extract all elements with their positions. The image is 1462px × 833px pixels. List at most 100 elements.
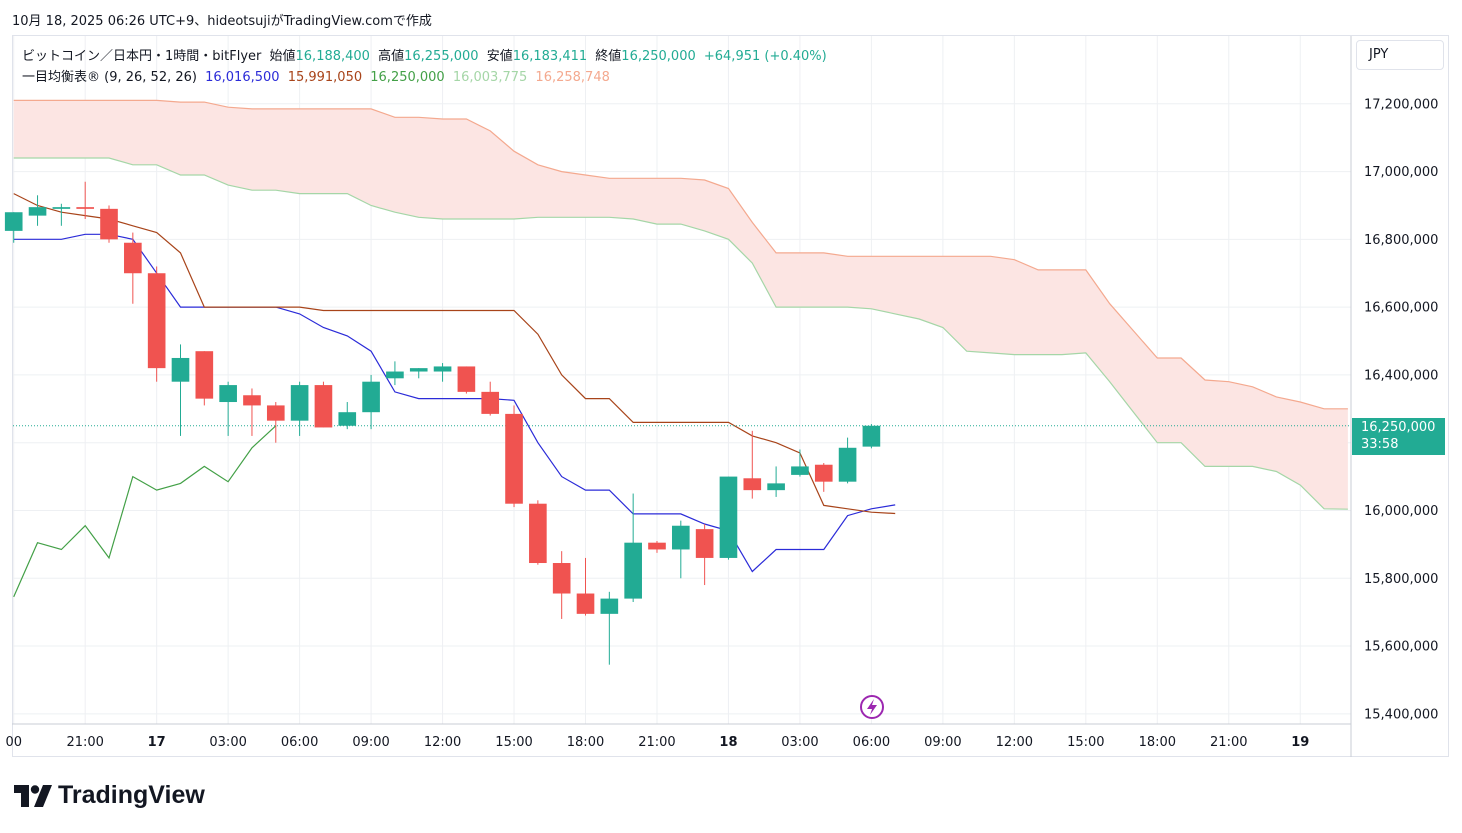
chart-caption: 10月 18, 2025 06:26 UTC+9、hideotsujiがTrad…	[12, 14, 432, 29]
series-line-chikou	[13, 425, 277, 598]
series-line-span_a	[13, 157, 1348, 510]
x-tick-label: 21:00	[1210, 735, 1247, 750]
indicator-title[interactable]: 一目均衡表® (9, 26, 52, 26)	[22, 70, 197, 85]
candle-body	[481, 391, 500, 414]
ohlc-legend: ビットコイン／日本円・1時間・bitFlyer 始値16,188,400 高値1…	[22, 45, 831, 64]
change-value: +64,951 (+0.40%)	[703, 49, 827, 64]
last-price-tag: 16,250,000 33:58	[1352, 418, 1445, 455]
x-tick-label: 18:00	[567, 735, 604, 750]
series-line-kijun	[13, 193, 896, 515]
candle-body	[457, 366, 476, 392]
candle-body	[505, 413, 523, 504]
close-label: 終値	[595, 49, 622, 64]
candle-body	[433, 366, 452, 372]
candle-body	[576, 593, 595, 614]
candle	[814, 463, 833, 492]
candle	[266, 402, 285, 443]
brand-name: TradingView	[58, 781, 205, 809]
candle-body	[4, 212, 23, 231]
candle-body	[338, 412, 357, 426]
candle-body	[243, 395, 261, 406]
candle	[481, 381, 500, 416]
candle	[76, 181, 95, 220]
currency-button[interactable]: JPY	[1356, 40, 1444, 70]
candles	[4, 181, 881, 665]
candle	[147, 266, 166, 382]
candle	[124, 232, 142, 304]
candle-body	[100, 208, 118, 240]
candle	[219, 381, 237, 436]
candle	[648, 540, 666, 553]
symbol-title[interactable]: ビットコイン／日本円・1時間・bitFlyer	[22, 49, 262, 64]
y-tick-label: 16,600,000	[1364, 301, 1438, 316]
candle-body	[814, 464, 833, 482]
candle	[743, 430, 762, 499]
x-tick-label: 03:00	[781, 735, 818, 750]
senkou-b-value: 16,258,748	[535, 70, 610, 85]
candle	[195, 351, 214, 406]
y-tick-label: 17,200,000	[1364, 97, 1438, 112]
bar-countdown: 33:58	[1361, 437, 1399, 452]
candle-body	[386, 371, 404, 379]
candle	[171, 344, 190, 436]
candle	[838, 437, 857, 484]
tradingview-logo[interactable]: TradingView	[14, 781, 205, 810]
candle-body	[529, 503, 547, 564]
series-line-tenkan	[13, 233, 896, 573]
candle	[552, 551, 571, 619]
candle-body	[624, 542, 642, 599]
candle	[719, 476, 738, 560]
candle	[52, 203, 71, 226]
y-tick-label: 15,600,000	[1364, 640, 1438, 655]
candle-body	[743, 478, 762, 491]
candle-body	[695, 529, 714, 558]
candle-body	[314, 385, 333, 428]
event-marker[interactable]	[860, 695, 884, 719]
x-tick-label: 06:00	[281, 735, 318, 750]
x-tick-label: 06:00	[853, 735, 890, 750]
x-tick-label: 03:00	[209, 735, 246, 750]
candle-body	[147, 273, 166, 369]
last-price-value: 16,250,000	[1361, 420, 1436, 435]
x-tick-label: 18	[719, 735, 737, 750]
chart-frame	[12, 35, 1449, 757]
x-tick-label: 21:00	[66, 735, 103, 750]
x-tick-label: 12:00	[424, 735, 461, 750]
candle-body	[862, 425, 881, 447]
candle	[386, 361, 404, 386]
candle	[4, 212, 23, 243]
candle	[409, 368, 428, 379]
x-tick-label: 00	[5, 735, 22, 750]
x-tick-label: 17	[148, 735, 166, 750]
candle	[695, 524, 714, 586]
close-value: 16,250,000	[621, 49, 696, 64]
candle-body	[171, 357, 190, 382]
candle-body	[552, 563, 571, 594]
candle	[576, 557, 595, 616]
chikou-value: 16,250,000	[370, 70, 445, 85]
candle-body	[362, 381, 380, 413]
candle	[338, 402, 357, 430]
high-value: 16,255,000	[404, 49, 479, 64]
candle	[243, 388, 261, 436]
y-tick-label: 16,400,000	[1364, 368, 1438, 383]
candle-body	[767, 483, 785, 491]
candle	[28, 195, 47, 226]
candle-body	[76, 207, 95, 209]
x-tick-label: 09:00	[352, 735, 389, 750]
x-tick-label: 19	[1291, 735, 1309, 750]
open-label: 始値	[269, 49, 296, 64]
candle	[100, 205, 118, 243]
candle	[314, 381, 333, 428]
candle	[791, 449, 809, 477]
indicator-legend: 一目均衡表® (9, 26, 52, 26) 16,016,500 15,991…	[22, 66, 614, 85]
high-label: 高値	[378, 49, 405, 64]
x-tick-label: 15:00	[495, 735, 532, 750]
candle	[433, 363, 452, 382]
candle-body	[124, 242, 142, 274]
candle-body	[719, 476, 738, 558]
candle-body	[838, 447, 857, 482]
axes: 15,400,000 15,600,000 15,800,000 16,000,000…	[5, 36, 1438, 757]
candle	[505, 405, 523, 508]
